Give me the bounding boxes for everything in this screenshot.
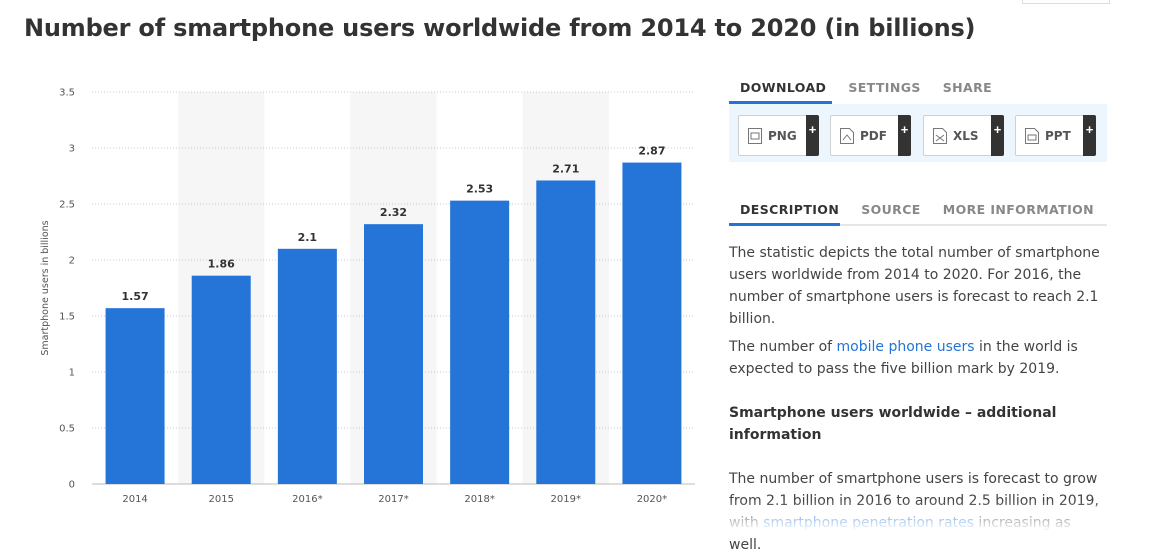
paragraph-2-text-end: in the world is expected to pass the fiv… [729, 339, 1078, 377]
xls-plus-icon: + [991, 115, 1004, 156]
y-tick-label: 3.5 [59, 88, 75, 99]
tab-source[interactable]: SOURCE [861, 202, 921, 217]
data-label: 2.1 [298, 231, 318, 244]
bar [191, 275, 251, 484]
additional-information-heading: Smartphone users worldwide – additional … [729, 405, 1057, 443]
data-label: 2.87 [638, 145, 665, 158]
tab-settings[interactable]: SETTINGS [848, 80, 921, 95]
xls-file-icon [933, 127, 947, 144]
download-pdf-button[interactable]: PDF + [830, 115, 911, 156]
png-label: PNG [768, 128, 797, 143]
page-title: Number of smartphone users worldwide fro… [24, 14, 976, 42]
y-tick-label: 1 [69, 368, 75, 379]
x-tick-label: 2017* [378, 494, 408, 505]
download-panel: PNG + PDF + XLS + PPT + [729, 104, 1107, 162]
png-plus-icon: + [806, 115, 819, 156]
top-right-box [1022, 0, 1110, 4]
bar [536, 180, 596, 484]
y-tick-label: 0 [69, 480, 75, 491]
description-tabs-divider [729, 224, 1107, 226]
ppt-label: PPT [1045, 128, 1071, 143]
y-tick-label: 2 [69, 256, 75, 267]
y-tick-label: 1.5 [59, 312, 75, 323]
bar [277, 248, 337, 484]
png-file-icon [748, 127, 762, 144]
download-tabs: DOWNLOAD SETTINGS SHARE [729, 74, 1003, 102]
mobile-phone-users-link[interactable]: mobile phone users [836, 339, 975, 355]
x-tick-label: 2014 [122, 494, 147, 505]
data-label: 1.86 [208, 258, 235, 271]
description-paragraph-1: The statistic depicts the total number o… [729, 245, 1100, 327]
download-png-button[interactable]: PNG + [738, 115, 819, 156]
text-fade-overlay [720, 500, 1120, 530]
x-tick-label: 2016* [292, 494, 322, 505]
data-label: 2.71 [552, 162, 579, 175]
x-tick-label: 2018* [464, 494, 494, 505]
bar [622, 162, 682, 484]
download-tab-indicator [729, 101, 832, 104]
pdf-label: PDF [860, 128, 887, 143]
ppt-plus-icon: + [1083, 115, 1096, 156]
bar [105, 308, 165, 484]
ppt-file-icon [1025, 127, 1039, 144]
pdf-plus-icon: + [898, 115, 911, 156]
tab-share[interactable]: SHARE [942, 80, 993, 95]
description-tabs: DESCRIPTION SOURCE MORE INFORMATION [729, 196, 1105, 224]
data-label: 2.32 [380, 206, 407, 219]
x-tick-label: 2020* [637, 494, 667, 505]
tab-description[interactable]: DESCRIPTION [740, 202, 840, 217]
y-tick-label: 2.5 [59, 200, 75, 211]
bar-chart: 00.511.522.533.51.5720141.8620152.12016*… [40, 88, 695, 505]
pdf-file-icon [840, 127, 854, 144]
bar [450, 200, 510, 484]
y-tick-label: 0.5 [59, 424, 75, 435]
download-xls-button[interactable]: XLS + [923, 115, 1004, 156]
tab-more-information[interactable]: MORE INFORMATION [942, 202, 1095, 217]
description-paragraph-2: The number of mobile phone users in the … [729, 336, 1107, 380]
data-label: 1.57 [122, 290, 149, 303]
x-tick-label: 2015 [208, 494, 233, 505]
tab-download[interactable]: DOWNLOAD [740, 80, 827, 95]
bar [364, 224, 423, 484]
download-ppt-button[interactable]: PPT + [1015, 115, 1096, 156]
xls-label: XLS [953, 128, 979, 143]
y-axis-title: Smartphone users in billions [40, 220, 51, 355]
data-label: 2.53 [466, 183, 493, 196]
x-tick-label: 2019* [551, 494, 581, 505]
paragraph-2-text-start: The number of [729, 339, 837, 355]
y-tick-label: 3 [69, 144, 75, 155]
description-tab-indicator [729, 223, 840, 226]
